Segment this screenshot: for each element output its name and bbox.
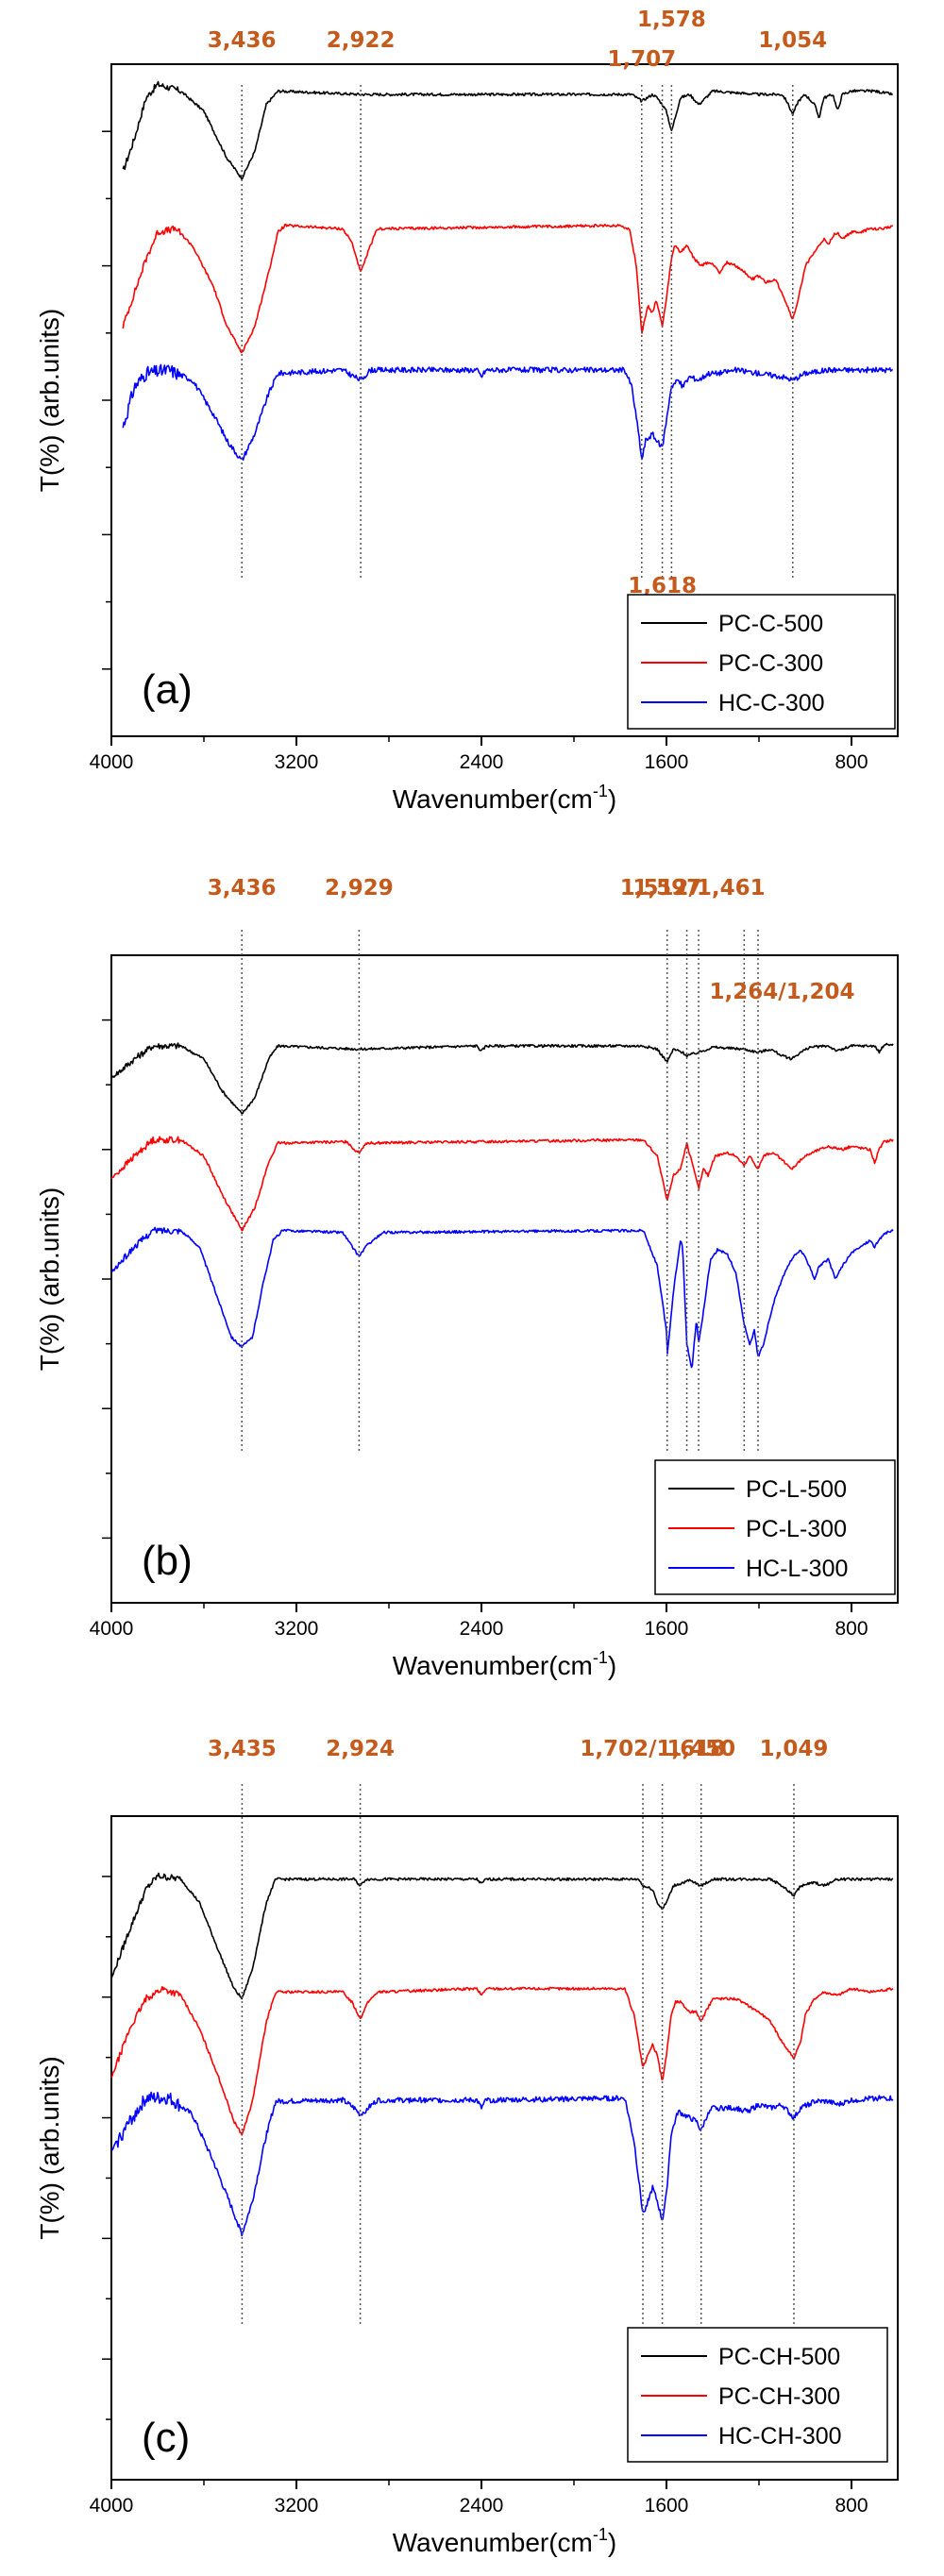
peak-label: 2,929 bbox=[325, 876, 394, 901]
x-tick-label: 4000 bbox=[90, 1618, 134, 1640]
series-line-hc-c-300 bbox=[122, 363, 894, 462]
peak-label: 1,054 bbox=[758, 28, 827, 53]
y-axis-title: T(%) (arb.units) bbox=[35, 309, 64, 492]
series-line-hc-ch-300 bbox=[110, 2091, 894, 2237]
legend-label: PC-CH-300 bbox=[718, 2383, 840, 2410]
series-line-pc-c-300 bbox=[122, 223, 894, 354]
series-line-pc-ch-500 bbox=[110, 1872, 894, 2000]
panel-letter: (a) bbox=[142, 666, 193, 713]
peak-label: 1,049 bbox=[760, 1737, 829, 1761]
x-tick-label: 1600 bbox=[645, 2495, 689, 2517]
legend-label: HC-L-300 bbox=[746, 1556, 848, 1582]
plot-frame bbox=[110, 1815, 899, 2481]
peak-group-label: 1,512/1,461 bbox=[620, 876, 766, 901]
legend-label: HC-C-300 bbox=[718, 690, 825, 716]
x-axis-title: Wavenumber(cm-1) bbox=[393, 1648, 616, 1680]
x-axis-title: Wavenumber(cm-1) bbox=[393, 2525, 616, 2557]
legend-label: PC-C-300 bbox=[718, 650, 823, 677]
panel-letter: (c) bbox=[142, 2415, 190, 2461]
x-tick-label: 2400 bbox=[460, 751, 504, 773]
y-axis-title: T(%) (arb.units) bbox=[35, 1187, 64, 1371]
peak-label: 1,707 bbox=[607, 47, 676, 72]
peak-group-label: 1,702/1,618 bbox=[580, 1737, 725, 1761]
legend-label: PC-L-300 bbox=[746, 1516, 847, 1542]
peak-label: 3,435 bbox=[208, 1737, 277, 1761]
panel-1: 4000 3200 2400 1600 800 Wavenumber(cm-1) T(%) … bbox=[35, 8, 899, 814]
peak-label: 1,450 bbox=[666, 1737, 735, 1761]
panel-2: 4000 3200 2400 1600 800 Wavenumber(cm-1) T(%) … bbox=[35, 876, 899, 1680]
x-tick-label: 800 bbox=[834, 751, 868, 773]
legend-label: PC-L-500 bbox=[746, 1476, 847, 1503]
x-tick-label: 1600 bbox=[645, 751, 689, 773]
legend-label: PC-C-500 bbox=[718, 611, 823, 637]
series-line-pc-ch-300 bbox=[110, 1986, 894, 2136]
peak-label: 2,922 bbox=[327, 28, 396, 53]
x-tick-label: 1600 bbox=[645, 1618, 689, 1640]
x-axis-title: Wavenumber(cm-1) bbox=[393, 782, 616, 814]
panel-3: 4000 3200 2400 1600 800 Wavenumber(cm-1) T(%) … bbox=[35, 1737, 899, 2557]
peak-label: 3,436 bbox=[208, 28, 277, 53]
x-tick-label: 4000 bbox=[90, 2495, 134, 2517]
legend-label: PC-CH-500 bbox=[718, 2344, 840, 2370]
x-tick-label: 4000 bbox=[90, 751, 134, 773]
x-tick-label: 3200 bbox=[275, 1618, 319, 1640]
peak-label: 2,924 bbox=[326, 1737, 395, 1761]
x-tick-label: 800 bbox=[834, 1618, 868, 1640]
x-tick-label: 3200 bbox=[275, 751, 319, 773]
x-tick-label: 3200 bbox=[275, 2495, 319, 2517]
x-tick-label: 2400 bbox=[460, 2495, 504, 2517]
panel-letter: (b) bbox=[142, 1538, 193, 1584]
y-axis-title: T(%) (arb.units) bbox=[35, 2056, 64, 2239]
series-line-pc-l-300 bbox=[110, 1136, 894, 1232]
series-line-pc-c-500 bbox=[122, 80, 894, 180]
series-line-pc-l-500 bbox=[110, 1042, 894, 1115]
peak-label: 1,578 bbox=[637, 8, 706, 32]
x-tick-label: 800 bbox=[834, 2495, 868, 2517]
peak-label: 3,436 bbox=[208, 876, 277, 901]
x-tick-label: 2400 bbox=[460, 1618, 504, 1640]
peak-group-label: 1,264/1,204 bbox=[710, 980, 855, 1004]
peak-label: 1,597 bbox=[632, 876, 701, 901]
legend-label: HC-CH-300 bbox=[718, 2423, 842, 2450]
series-line-hc-l-300 bbox=[110, 1226, 894, 1369]
